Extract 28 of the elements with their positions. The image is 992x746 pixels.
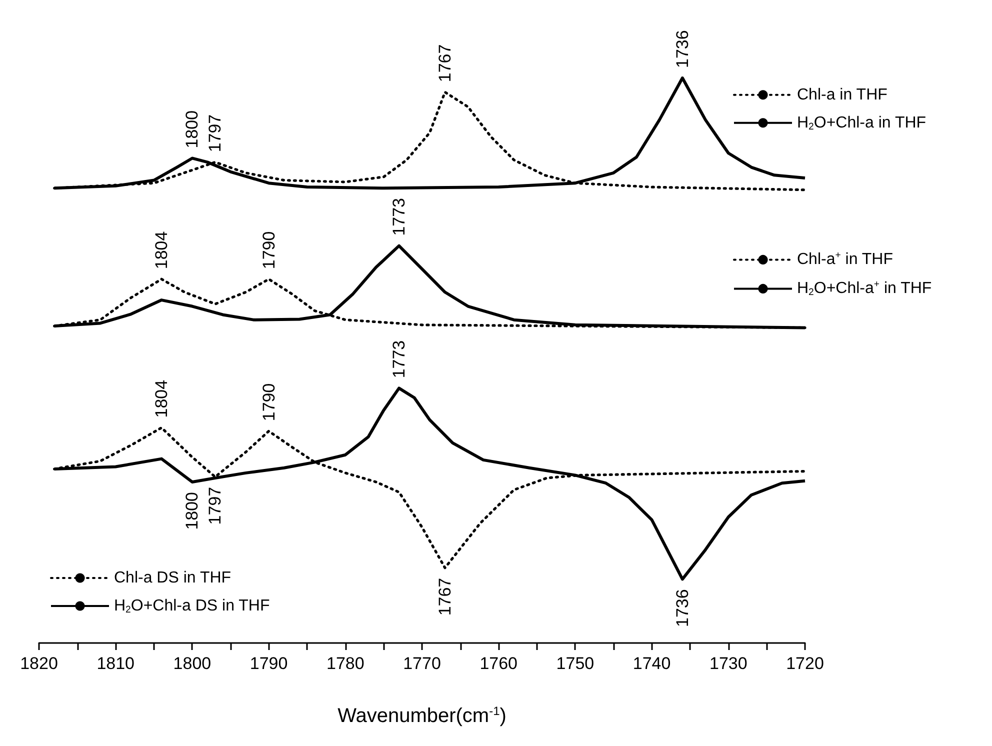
legend-label: Chl-a in THF — [797, 86, 888, 104]
annotation: 1790 — [259, 231, 278, 270]
annotation: 1736 — [672, 589, 692, 627]
x-tick-label: 1740 — [632, 654, 671, 673]
legend-label: Chl-a DS in THF — [114, 570, 232, 586]
annotation: 1800 — [182, 492, 202, 530]
annotation: 1773 — [390, 198, 409, 236]
annotation: 1767 — [435, 578, 454, 616]
annotation: 1790 — [259, 383, 278, 422]
x-tick-label: 1750 — [556, 654, 594, 673]
x-tick-label: 1730 — [709, 654, 748, 673]
x-tick-label: 1820 — [20, 654, 58, 673]
annotation: 1804 — [152, 380, 172, 418]
x-tick-label: 1790 — [250, 654, 288, 673]
legend-label: Chl-a+ in THF — [797, 250, 894, 268]
annotation: 1797 — [206, 114, 225, 152]
annotation: 1767 — [435, 44, 454, 82]
x-tick-label: 1760 — [480, 654, 518, 673]
x-tick-label: 1770 — [403, 654, 441, 673]
x-tick-label: 1810 — [96, 654, 135, 673]
annotation: 1773 — [390, 340, 409, 378]
annotation: 1800 — [182, 110, 202, 148]
x-tick-label: 1800 — [173, 654, 212, 673]
annotation: 1804 — [152, 231, 172, 270]
annotation: 1736 — [672, 30, 692, 68]
annotation: 1797 — [206, 486, 225, 525]
x-tick-label: 1720 — [786, 654, 824, 673]
x-tick-label: 1780 — [326, 654, 364, 673]
